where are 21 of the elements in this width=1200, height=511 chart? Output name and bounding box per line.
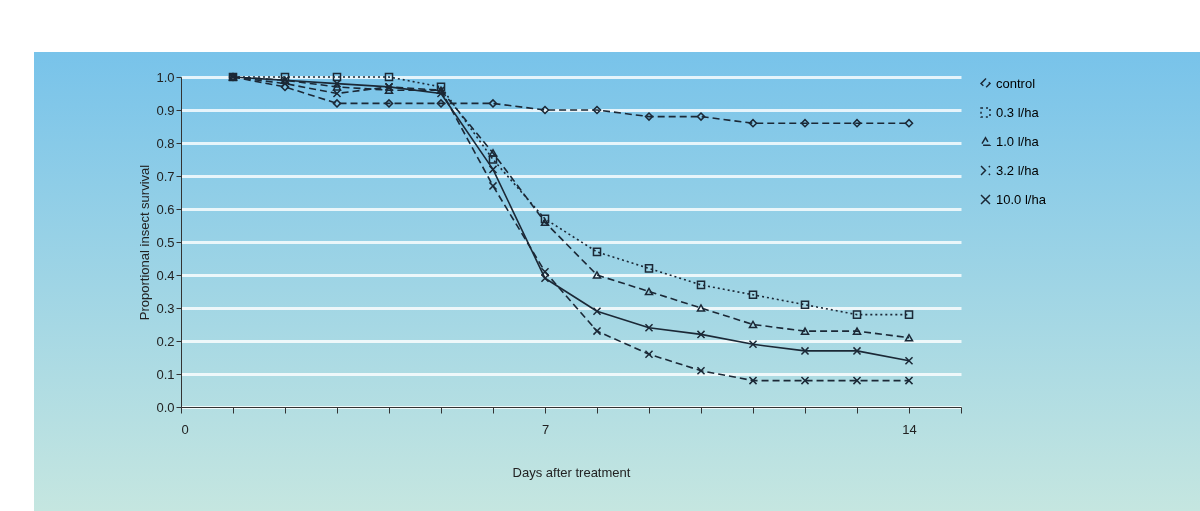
y-tick-label: 0.8	[156, 135, 175, 151]
y-axis-title: Proportional insect survival	[137, 164, 153, 321]
legend-label: 3.2 l/ha	[996, 162, 1040, 178]
y-tick-label: 0.7	[156, 168, 175, 184]
x-axis-title: Days after treatment	[512, 464, 631, 480]
y-tick-label: 0.1	[156, 366, 175, 382]
legend-label: control	[996, 75, 1036, 91]
y-tick-label: 1.0	[156, 69, 175, 85]
x-tick-label: 0	[181, 421, 189, 437]
y-tick-label: 0.3	[156, 300, 175, 316]
legend-label: 1.0 l/ha	[996, 133, 1040, 149]
legend-label: 10.0 l/ha	[996, 191, 1047, 207]
y-tick-label: 0.6	[156, 201, 175, 217]
x-tick-label: 14	[902, 421, 917, 437]
x-tick-label: 7	[541, 421, 550, 437]
y-tick-label: 0.5	[156, 234, 175, 250]
y-tick-label: 0.4	[156, 267, 175, 283]
y-tick-label: 0.9	[156, 102, 175, 118]
y-tick-label: 0.0	[156, 399, 175, 415]
y-tick-label: 0.2	[156, 333, 175, 349]
legend-label: 0.3 l/ha	[996, 104, 1040, 120]
